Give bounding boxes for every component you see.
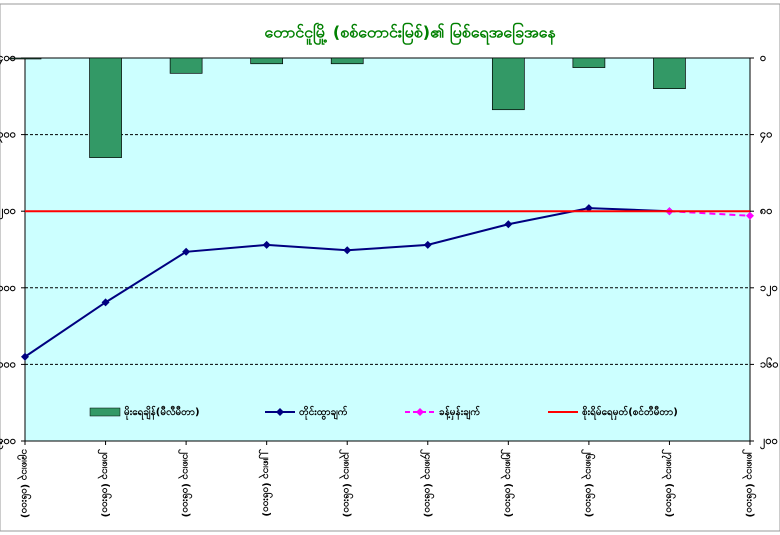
bar <box>330 57 364 65</box>
x-tick-label: ၂၂၊၈၊၁၃ (၀၆း၀၀) <box>258 449 274 517</box>
legend-label: စိုးရိမ်ရေမှတ်(စင်တီမီတာ) <box>582 405 678 421</box>
legend-marker <box>276 408 284 416</box>
legend-label: တိုင်းထွာချက် <box>299 405 348 421</box>
y2-tick-label: ၁၂၀ <box>760 281 778 297</box>
x-tick-label: ၂၁၊၈၊၁၃ (၀၆း၀၀) <box>177 449 193 517</box>
point-marker <box>21 352 29 361</box>
y-tick-label: ၂၂၀၀ <box>0 204 16 220</box>
legend-label: ခန့်မှန်းချက် <box>439 405 480 421</box>
point-marker <box>101 298 110 307</box>
y2-tick-label: ၄၀ <box>760 128 772 144</box>
point-marker <box>423 240 432 249</box>
y-tick-label: ၂၄၀၀ <box>0 51 16 67</box>
x-tick-label: ၂၄၊၈၊၁၃ (၀၆း၀၀) <box>419 449 435 517</box>
bar <box>8 57 42 60</box>
y2-tick-label: ၀ <box>760 51 766 64</box>
x-tick-label: ၂၅၊၈၊၁၃ (၀၆း၀၀) <box>499 449 515 517</box>
y-tick-label: ၁၉၀၀ <box>0 434 16 450</box>
x-tick-label: ၂၃၊၈၊၁၃ (၀၆း၀၀) <box>338 449 354 517</box>
x-tick-label: ၁၉၊၈၊၁၃ (၀၆း၀၀) <box>16 449 32 518</box>
bar <box>169 57 203 74</box>
y-tick-label: ၂၀၀၀ <box>0 357 16 373</box>
y2-tick-label: ၁၆၀ <box>760 357 779 370</box>
x-tick-label: ၂၀၊၈၊၁၃ (၀၆း၀၀) <box>97 449 113 517</box>
point-marker <box>504 220 513 229</box>
y-tick-label: ၂၃၀၀ <box>0 128 16 144</box>
y-tick-label: ၂၁၀၀ <box>0 281 16 297</box>
point-marker <box>746 211 754 220</box>
point-marker <box>262 240 271 249</box>
legend-label: မိုးရေချိန်(မီလီမီတာ) <box>124 405 200 421</box>
y2-tick-label: ၂၀၀ <box>760 434 778 450</box>
bar <box>491 57 525 111</box>
point-marker <box>182 247 191 256</box>
y2-tick-label: ၈၀ <box>760 204 772 217</box>
legend-marker <box>416 408 424 416</box>
x-tick-label: ၂၈၊၈၊၁၃ (၀၆း၀၀) <box>741 449 757 517</box>
x-tick-label: ၂၇၊၈၊၁၃ (၀၆း၀၀) <box>660 449 676 517</box>
bar <box>653 57 686 89</box>
point-marker <box>343 246 352 255</box>
plot-area <box>24 57 751 442</box>
bar <box>250 57 284 65</box>
bar <box>572 57 606 68</box>
legend-swatch <box>89 407 121 417</box>
point-marker <box>584 204 593 213</box>
x-tick-label: ၂၆၊၈၊၁၃ (၀၆း၀၀) <box>580 449 596 517</box>
bar <box>89 57 122 158</box>
